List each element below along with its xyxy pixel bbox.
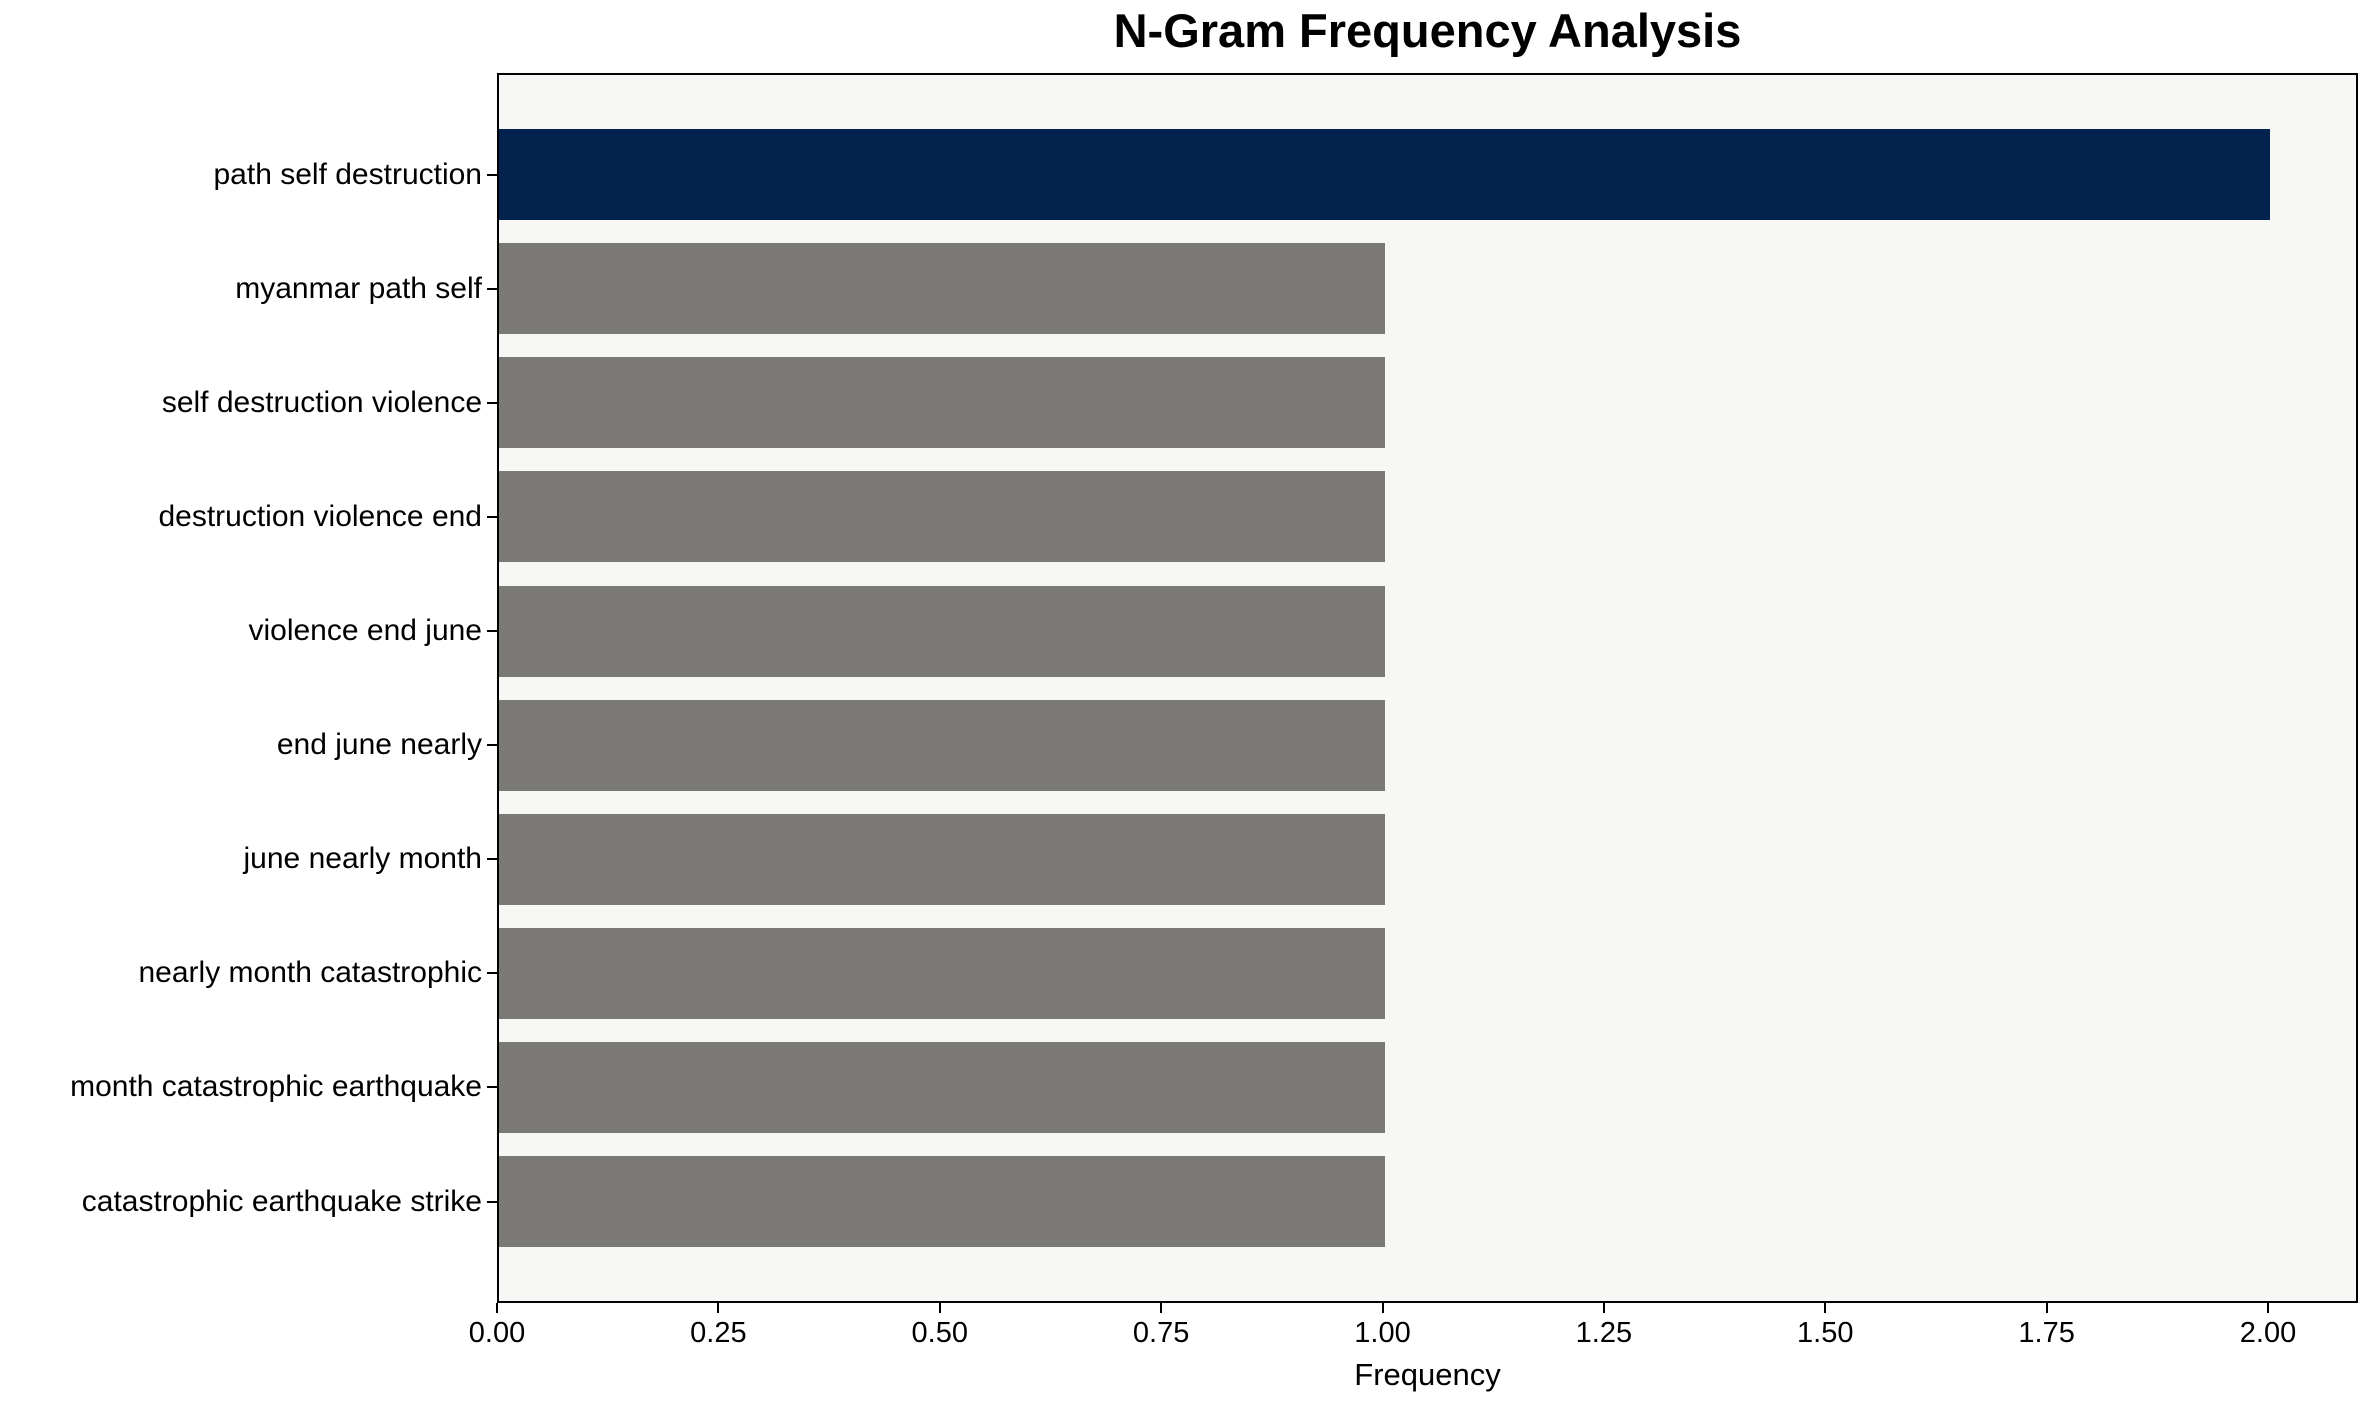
bar-destruction-violence-end [499, 471, 1385, 563]
x-tick [2267, 1303, 2269, 1313]
y-tick [487, 515, 497, 518]
y-axis-label: month catastrophic earthquake [70, 1070, 482, 1104]
x-tick [1824, 1303, 1827, 1313]
chart-title: N-Gram Frequency Analysis [1113, 4, 1742, 57]
x-tick [1381, 1303, 1384, 1313]
y-tick [487, 401, 497, 404]
x-tick-label: 0.50 [911, 1317, 968, 1349]
y-axis-label: myanmar path self [235, 271, 482, 305]
x-tick-label: 0.25 [690, 1317, 747, 1349]
x-tick [1602, 1303, 1605, 1313]
x-tick-label: 1.25 [1575, 1317, 1633, 1349]
bar-path-self-destruction [499, 129, 2270, 221]
x-tick [717, 1303, 720, 1313]
x-tick-label: 1.00 [1354, 1317, 1411, 1349]
y-tick [487, 972, 497, 975]
y-tick [487, 630, 497, 632]
x-tick-label: 1.50 [1797, 1317, 1854, 1349]
plot-area [497, 73, 2358, 1303]
y-tick [487, 858, 497, 861]
y-tick [487, 173, 497, 176]
bar-violence-end-june [499, 585, 1385, 677]
x-tick-label: 2.00 [2239, 1317, 2297, 1349]
y-axis-label: path self destruction [213, 157, 483, 191]
bar-month-catastrophic-earthquake [499, 1041, 1385, 1133]
y-tick [487, 1086, 497, 1089]
x-axis-title: Frequency [1354, 1357, 1501, 1392]
y-axis-label: catastrophic earthquake strike [81, 1184, 482, 1218]
bar-end-june-nearly [499, 699, 1385, 791]
y-tick [487, 1200, 497, 1203]
x-tick-label: 1.75 [2018, 1317, 2075, 1349]
x-tick [938, 1303, 941, 1313]
bar-june-nearly-month [499, 813, 1385, 905]
y-tick [487, 287, 497, 290]
x-tick-label: 0.75 [1132, 1317, 1190, 1349]
y-axis-label: nearly month catastrophic [138, 956, 482, 990]
y-axis-label: destruction violence end [158, 499, 482, 533]
bar-myanmar-path-self [499, 243, 1385, 335]
x-tick [1160, 1303, 1163, 1313]
y-axis-label: end june nearly [276, 728, 482, 762]
x-tick-label: 0.00 [468, 1317, 526, 1349]
x-tick [496, 1303, 498, 1313]
y-tick [487, 744, 497, 747]
bar-self-destruction-violence [499, 357, 1385, 449]
x-tick [2045, 1303, 2048, 1313]
y-axis-label: june nearly month [243, 842, 482, 876]
bar-catastrophic-earthquake-strike [499, 1156, 1385, 1247]
bar-nearly-month-catastrophic [499, 927, 1385, 1019]
y-axis-label: violence end june [248, 614, 482, 647]
y-axis-label: self destruction violence [161, 385, 482, 419]
